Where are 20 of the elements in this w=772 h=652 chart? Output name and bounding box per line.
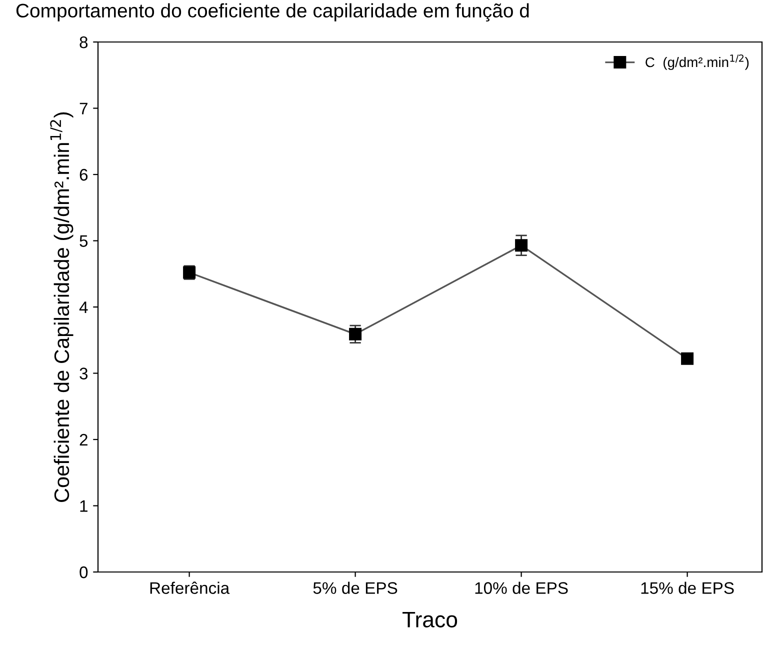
chart-title: Comportamento do coeficiente de capilaridade em função d <box>16 3 529 22</box>
point <box>515 239 528 252</box>
y-tick-label: 1 <box>80 500 88 512</box>
y-tick-label: 8 <box>80 36 88 48</box>
y-axis-title: Coeficiente de Capilaridade (g/dm².min$^{1/2}$) <box>50 112 74 502</box>
y-tick-label: 4 <box>79 302 88 314</box>
x-tick-label: Referência <box>150 582 230 594</box>
y-tick-label: 7 <box>80 102 88 114</box>
legend-label: C (g/dm².min$^{1/2}$) <box>646 54 749 70</box>
x-axis-title: Traco <box>402 612 458 628</box>
x-tick-label: 5% de EPS <box>313 582 398 594</box>
y-tick-label: 0 <box>80 566 88 578</box>
y-tick-label: 6 <box>80 168 88 181</box>
x-tick-label: 15% de EPS <box>641 582 734 594</box>
y-tick-label: 5 <box>80 235 88 247</box>
y-tick-label: 2 <box>80 434 88 446</box>
y-tick-label: 3 <box>80 368 88 380</box>
x-tick-label: 10% de EPS <box>475 582 568 594</box>
point <box>681 352 694 365</box>
point <box>349 328 362 340</box>
